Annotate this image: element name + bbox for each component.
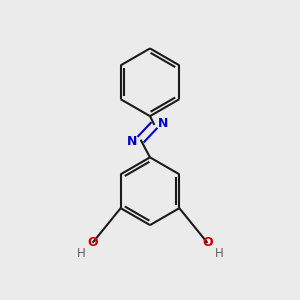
Text: N: N <box>127 135 137 148</box>
Text: O: O <box>202 236 213 249</box>
Text: O: O <box>87 236 98 249</box>
Text: H: H <box>76 247 85 260</box>
Text: H: H <box>215 247 224 260</box>
Text: N: N <box>158 117 168 130</box>
